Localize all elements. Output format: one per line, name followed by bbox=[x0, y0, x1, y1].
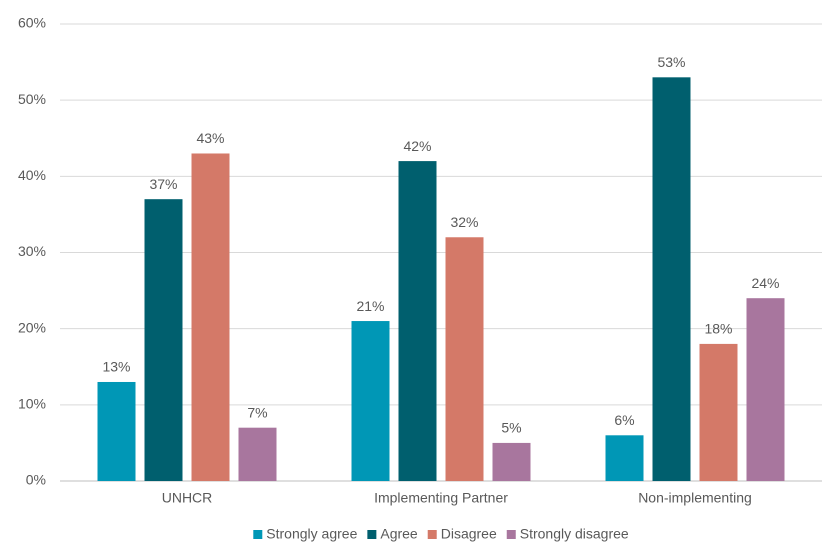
bar bbox=[191, 153, 230, 481]
data-label: 32% bbox=[450, 214, 478, 230]
y-tick-label: 20% bbox=[18, 319, 46, 335]
legend-swatch bbox=[506, 530, 516, 539]
legend-label: Agree bbox=[380, 526, 418, 542]
legend-label: Strongly agree bbox=[266, 526, 357, 542]
x-tick-label: Implementing Partner bbox=[374, 490, 508, 506]
data-label: 42% bbox=[403, 138, 431, 154]
data-label: 5% bbox=[501, 420, 521, 436]
data-label: 37% bbox=[149, 176, 177, 192]
bar bbox=[398, 161, 437, 481]
legend-swatch bbox=[367, 530, 377, 539]
y-tick-label: 10% bbox=[18, 396, 46, 412]
bar bbox=[652, 77, 691, 482]
bar bbox=[605, 435, 644, 481]
y-tick-label: 0% bbox=[26, 472, 46, 488]
bar bbox=[351, 321, 390, 481]
bar bbox=[492, 442, 531, 481]
legend-swatch bbox=[427, 530, 437, 539]
bar bbox=[97, 381, 136, 481]
data-label: 24% bbox=[751, 275, 779, 291]
x-tick-label: Non-implementing bbox=[638, 490, 752, 506]
data-label: 7% bbox=[247, 404, 267, 420]
data-label: 43% bbox=[196, 130, 224, 146]
x-tick-label: UNHCR bbox=[162, 490, 213, 506]
bar bbox=[144, 199, 183, 481]
legend-label: Strongly disagree bbox=[520, 526, 629, 542]
bar bbox=[746, 298, 785, 481]
y-tick-label: 30% bbox=[18, 243, 46, 259]
data-label: 13% bbox=[102, 359, 130, 375]
bar bbox=[238, 427, 277, 481]
legend-label: Disagree bbox=[441, 526, 497, 542]
y-tick-label: 50% bbox=[18, 91, 46, 107]
legend-swatch bbox=[253, 530, 263, 539]
bar bbox=[699, 343, 738, 481]
bar bbox=[445, 237, 484, 481]
data-label: 53% bbox=[657, 54, 685, 70]
y-tick-label: 60% bbox=[18, 15, 46, 31]
data-label: 6% bbox=[614, 412, 634, 428]
y-tick-label: 40% bbox=[18, 167, 46, 183]
data-label: 18% bbox=[704, 321, 732, 337]
data-label: 21% bbox=[356, 298, 384, 314]
